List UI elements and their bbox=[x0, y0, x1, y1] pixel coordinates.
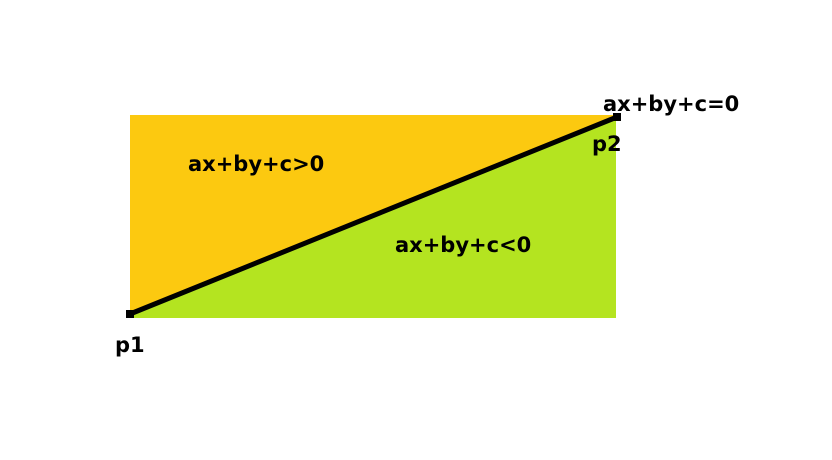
point-p2-label: p2 bbox=[592, 132, 622, 156]
line-equation-label: ax+by+c=0 bbox=[603, 92, 739, 116]
lower-region-label: ax+by+c<0 bbox=[395, 233, 531, 257]
point-p1-marker bbox=[126, 310, 134, 318]
point-p1-label: p1 bbox=[115, 333, 145, 357]
upper-region-label: ax+by+c>0 bbox=[188, 152, 324, 176]
point-p2-marker bbox=[613, 113, 621, 121]
dividing-line bbox=[127, 114, 620, 317]
